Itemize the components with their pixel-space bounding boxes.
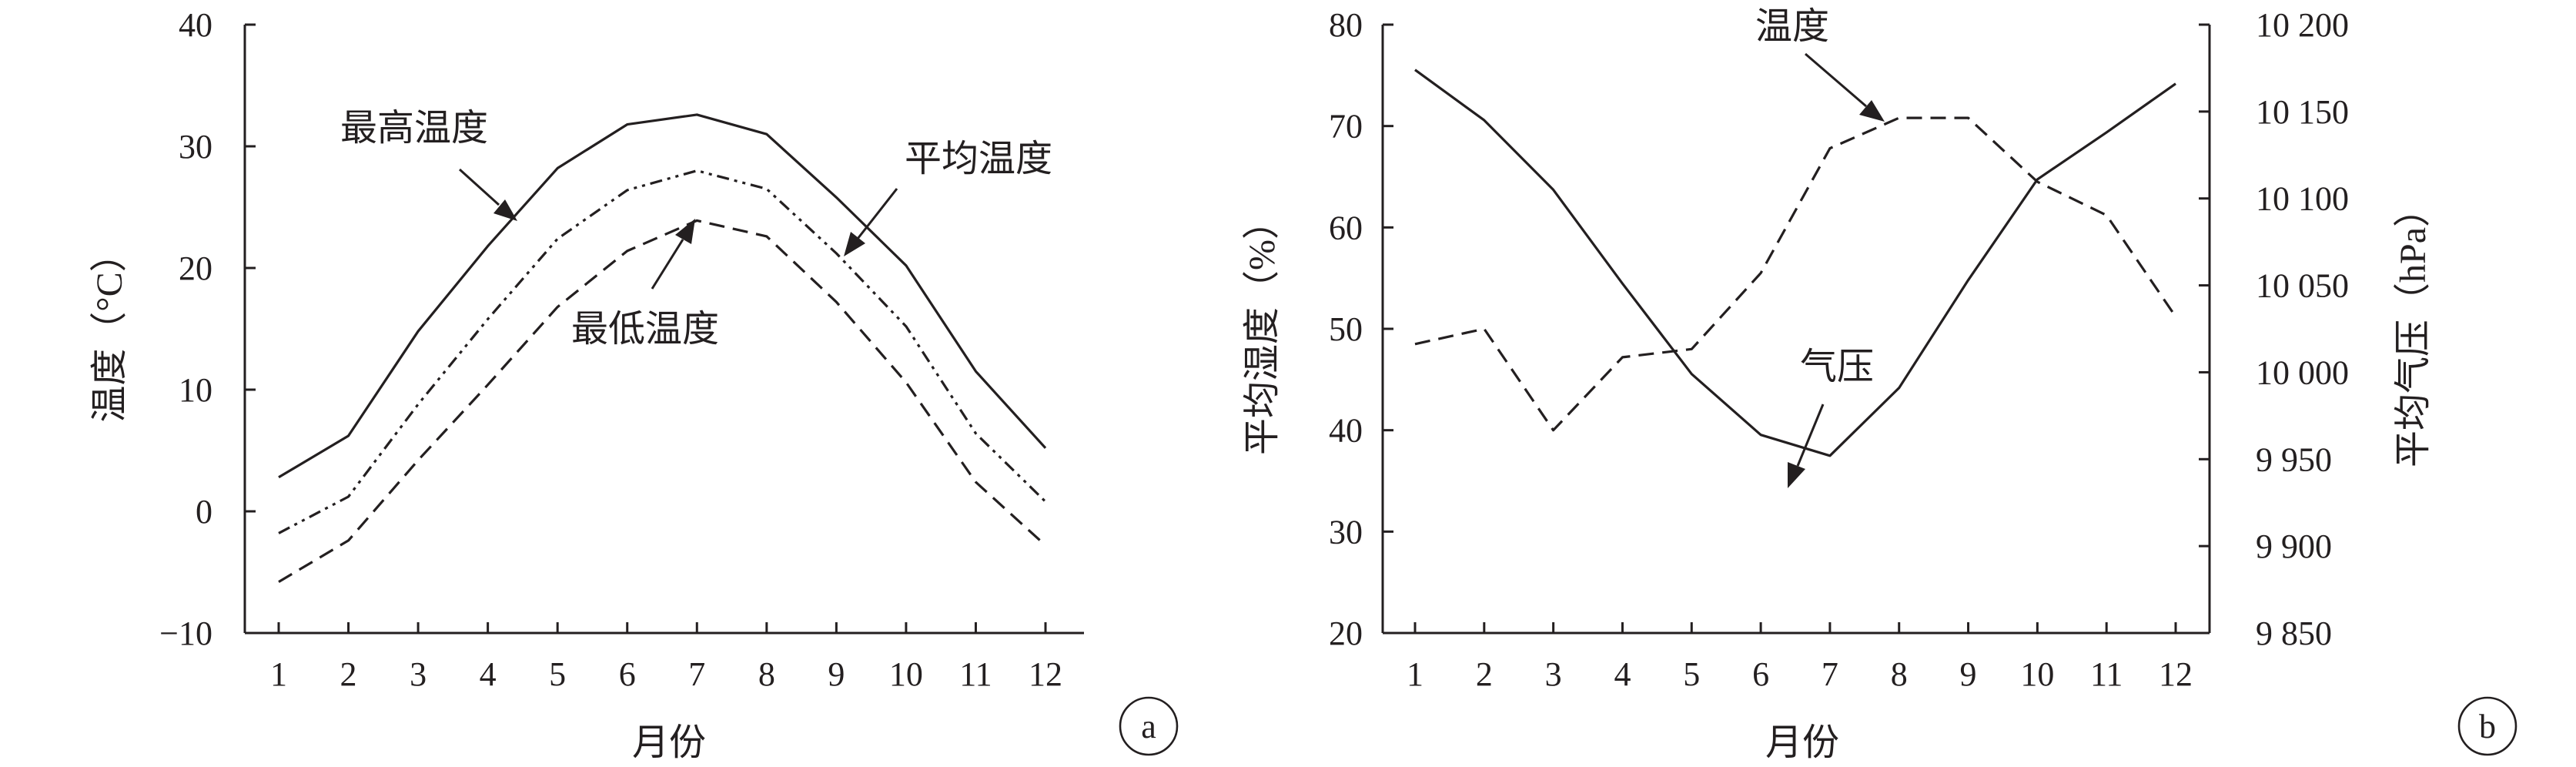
x-tick-label: 8	[1891, 655, 1908, 693]
label-max-temperature: 最高温度	[340, 108, 488, 149]
arrowhead-humidity-series	[1859, 100, 1885, 122]
x-tick-label: 5	[549, 655, 566, 693]
series-line-1	[1414, 116, 2177, 432]
x-tick-label: 5	[1683, 655, 1700, 693]
x-tick-label: 11	[2090, 655, 2123, 693]
left-y-tick-label: 60	[1329, 209, 1363, 246]
panel-letter-b: b	[2457, 696, 2517, 756]
x-tick-label: 2	[340, 655, 357, 693]
y-tick-label: 10	[179, 371, 212, 409]
y-axis-label: 温度（°C）	[89, 235, 130, 422]
x-tick-label: 1	[1407, 655, 1423, 693]
arrowhead-max-temperature	[493, 199, 517, 221]
label-humidity-series: 温度	[1755, 6, 1829, 47]
right-y-tick-label: 10 050	[2256, 267, 2349, 305]
x-tick-label: 10	[889, 655, 923, 693]
arrow-humidity-series	[1805, 52, 1867, 108]
label-min-temperature: 最低温度	[571, 309, 719, 350]
right-y-tick-label: 10 100	[2256, 180, 2349, 218]
y-tick-label: 20	[179, 250, 212, 287]
series-line-1	[278, 113, 1047, 479]
left-y-tick-label: 20	[1329, 615, 1363, 652]
svg-text:b: b	[2479, 708, 2496, 745]
x-tick-label: 6	[1752, 655, 1769, 693]
x-tick-label: 7	[1822, 655, 1838, 693]
right-y-tick-label: 10 000	[2256, 353, 2349, 391]
x-tick-label: 10	[2020, 655, 2054, 693]
x-tick-label: 7	[688, 655, 705, 693]
arrowhead-min-temperature	[675, 219, 695, 244]
x-tick-label: 4	[480, 655, 497, 693]
right-y-tick-label: 10 150	[2256, 93, 2349, 131]
left-y-tick-label: 70	[1329, 108, 1363, 146]
y-tick-label: 0	[196, 493, 212, 531]
right-y-axis-label: 平均气压（hPa）	[2393, 190, 2434, 467]
x-tick-label: 4	[1614, 655, 1631, 693]
x-axis-label: 月份	[632, 722, 706, 763]
series-line-2	[1414, 69, 2176, 457]
x-tick-label: 3	[1545, 655, 1562, 693]
x-tick-label: 11	[959, 655, 992, 693]
right-y-tick-label: 10 200	[2256, 6, 2349, 44]
arrow-avg-temperature	[856, 188, 898, 239]
x-tick-label: 2	[1476, 655, 1493, 693]
series-line-2	[278, 169, 1047, 534]
label-avg-temperature: 平均温度	[905, 139, 1052, 179]
svg-text:a: a	[1141, 708, 1156, 745]
annotations: 最高温度 平均温度 最低温度 温度 气压	[340, 6, 1885, 488]
arrowhead-pressure-series	[1788, 462, 1805, 488]
left-y-tick-label: 30	[1329, 513, 1363, 551]
right-y-tick-label: 9 950	[2256, 440, 2332, 478]
x-tick-label: 6	[619, 655, 636, 693]
x-tick-label: 9	[1960, 655, 1977, 693]
x-tick-label: 12	[2159, 655, 2193, 693]
y-tick-label: 30	[179, 128, 212, 166]
left-y-tick-label: 40	[1329, 412, 1363, 450]
arrow-min-temperature	[651, 239, 684, 290]
panel-b-humidity-pressure-chart: 20 30 40 50 60 70 80 9 850 9 900 9 950 10 000 10 05…	[1242, 6, 2434, 763]
x-axis-label: 月份	[1765, 722, 1839, 763]
arrow-max-temperature	[458, 168, 500, 206]
right-y-tick-label: 9 850	[2256, 615, 2332, 652]
label-pressure-series: 气压	[1800, 347, 1874, 387]
left-y-tick-label: 50	[1329, 310, 1363, 348]
x-tick-label: 12	[1029, 655, 1062, 693]
y-tick-label: −10	[159, 615, 212, 652]
left-y-tick-label: 80	[1329, 6, 1363, 44]
arrowhead-avg-temperature	[844, 232, 865, 256]
y-tick-label: 40	[179, 6, 212, 44]
x-tick-label: 8	[758, 655, 775, 693]
panel-letter-a: a	[1119, 696, 1179, 756]
right-y-tick-label: 9 900	[2256, 528, 2332, 565]
x-tick-label: 9	[828, 655, 845, 693]
series-line-3	[278, 219, 1047, 583]
arrow-pressure-series	[1796, 404, 1825, 467]
left-y-axis-label: 平均湿度（%）	[1242, 203, 1283, 455]
x-tick-label: 3	[410, 655, 427, 693]
x-tick-label: 1	[270, 655, 287, 693]
